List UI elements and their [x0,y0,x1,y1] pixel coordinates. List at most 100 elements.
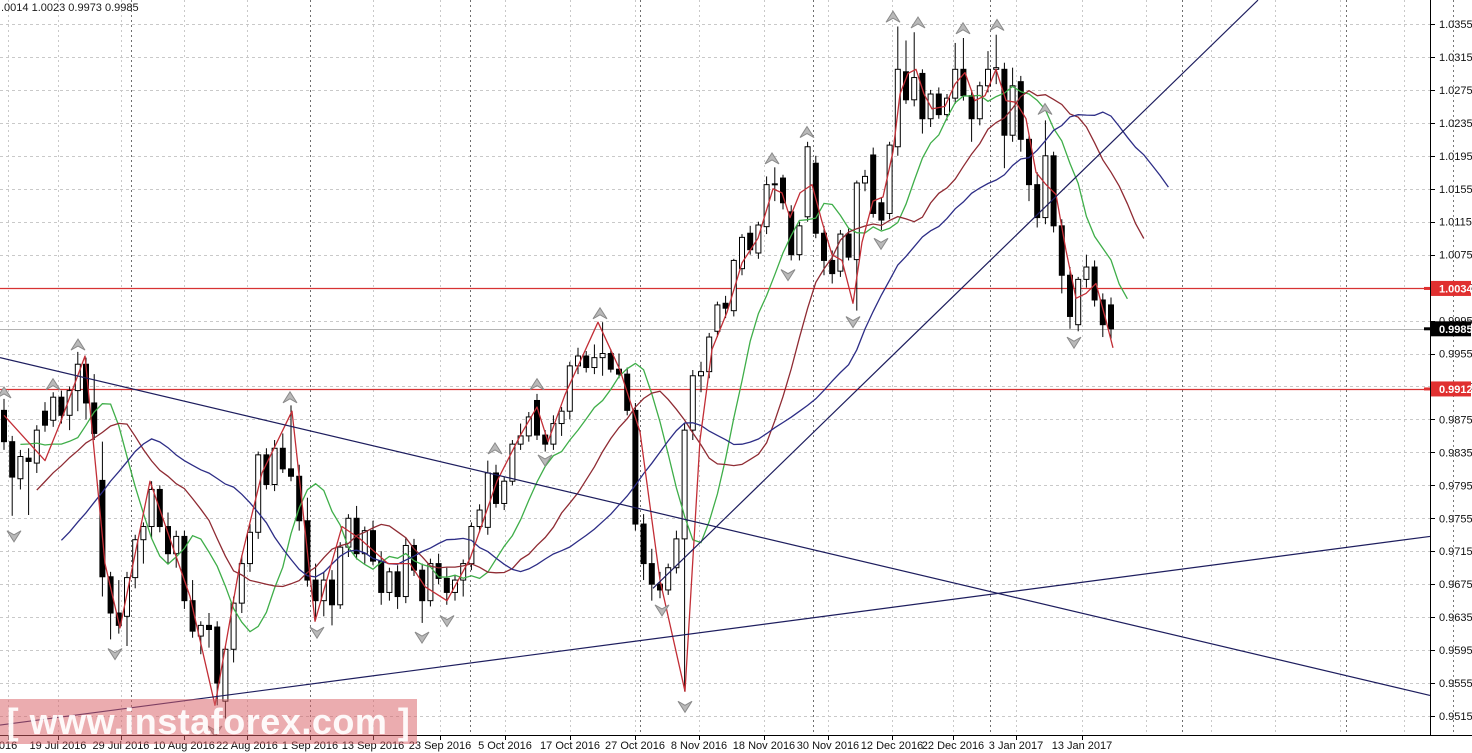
date-tick-label: 27 Oct 2016 [605,740,665,752]
fractal-up-arrow-icon [0,385,12,399]
candle-up [238,563,245,604]
candle-down [1067,274,1073,317]
price-tick-label: 0.9555 [1439,678,1472,690]
fractal-down-arrow-icon [6,530,22,543]
candle-down [968,95,975,120]
date-tick-label: 3 Jan 2017 [989,740,1043,752]
candle-up [558,410,565,425]
candle-down [312,579,319,602]
candle-down [25,457,32,462]
candle-down [903,71,909,101]
candle-down [919,72,926,120]
date-tick-label: 13 Jan 2017 [1052,740,1113,752]
candle-down [206,624,212,631]
trendlines [0,0,1431,726]
candle-down [370,530,376,562]
price-tick-label: 1.0355 [1439,19,1472,31]
price-badge [1431,280,1471,296]
candle-up [247,531,253,565]
fractal-down-arrow-icon [107,648,123,661]
fractal-down-arrow-icon [537,454,553,467]
candle-down [1099,299,1106,326]
candle-up [673,538,680,569]
candle-up [681,429,688,540]
date-tick-label: 23 Sep 2016 [409,740,471,752]
candle-down [657,583,663,591]
price-badge-label: 1.0034 [1439,283,1472,295]
candle-up [337,546,344,606]
fractal-down-arrow-icon [873,237,889,251]
date-tick-label: 5 Oct 2016 [478,740,532,752]
fractal-up-arrow-icon [45,377,61,391]
candle-down [42,410,48,426]
date-tick-label: 13 Sep 2016 [342,740,404,752]
candle-up [796,225,803,256]
date-tick-label: 016 [0,740,17,752]
price-tick-label: 1.0235 [1439,118,1472,130]
fractal-up-arrow-icon [799,125,815,139]
fractal-up-arrow-icon [282,390,298,404]
candle-up [689,375,696,431]
candle-down [288,468,294,477]
candle-down [9,441,16,478]
price-tick-label: 0.9595 [1439,645,1472,657]
badge-pointer [1424,286,1430,290]
price-tick-label: 0.9715 [1439,546,1472,558]
candle-down [870,154,877,214]
candle-up [271,447,278,486]
candle-up [911,77,918,101]
fractal-up-arrow-icon [487,441,503,455]
date-tick-label: 18 Nov 2016 [733,740,795,752]
candle-down [878,202,885,221]
fractal-down-arrow-icon [780,269,796,282]
candle-up [509,443,516,482]
candle-up [599,353,606,359]
candle-up [837,233,844,272]
price-tick-label: 1.0315 [1439,52,1472,64]
candle-up [17,456,24,480]
price-tick-label: 0.9835 [1439,447,1472,459]
candle-up [124,577,130,617]
candle-up [853,182,860,261]
fractal-up-arrow-icon [989,18,1005,31]
price-tick-label: 0.9515 [1439,711,1472,723]
candle-up [50,396,57,421]
candle-down [1108,304,1114,330]
price-tick-label: 0.9875 [1439,414,1472,426]
candle-down [1,409,7,443]
candle-down [788,211,795,256]
candle-up [763,184,770,228]
ohlc-readout: .0014 1.0023 0.9973 0.9985 [1,2,139,14]
badge-pointer [1424,327,1430,331]
fractal-up-arrow-icon [885,10,901,23]
candle-down [279,447,286,470]
candle-down [1050,155,1057,227]
fractal-up-arrow-icon [70,338,86,351]
price-tick-label: 0.9955 [1439,349,1472,361]
candle-down [443,577,450,593]
ma-red-fast [3,68,1114,706]
fractal-down-arrow-icon [309,626,325,640]
candle-down [648,563,655,585]
candle-up [714,304,721,332]
candle-up [74,363,81,392]
candle-down [1026,138,1032,186]
fractal-down-arrow-icon [1066,336,1082,350]
candle-up [173,535,180,555]
candle-up [140,526,147,541]
fractal-up-arrow-icon [1037,102,1053,115]
date-tick-label: 30 Nov 2016 [797,740,859,752]
candle-down [534,399,540,436]
candle-down [829,259,836,275]
candle-down [378,560,385,593]
ma-green [20,85,1128,633]
candle-up [886,144,893,214]
candle-up [1075,278,1082,326]
candle-down [1091,266,1098,301]
candle-down [583,355,590,369]
candle-down [181,535,188,602]
candle-down [99,479,106,578]
date-tick-label: 1 Sep 2016 [282,740,338,752]
date-tick-label: 22 Dec 2016 [922,740,984,752]
candle-up [33,429,40,464]
